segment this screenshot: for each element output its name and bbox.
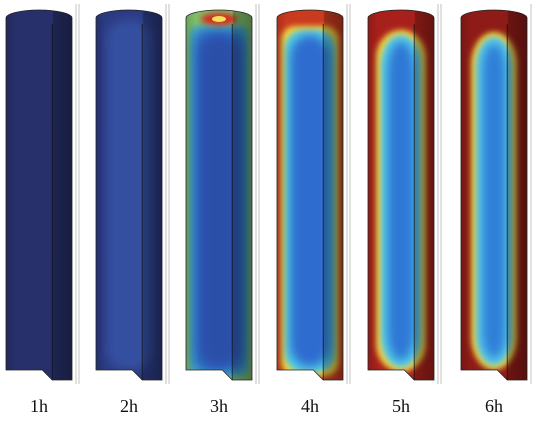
shading <box>186 10 252 380</box>
panel-label: 3h <box>210 396 228 416</box>
shading <box>368 10 434 380</box>
figure: 1h 2h 3h 4h 5h 6h <box>0 0 533 423</box>
panel-label: 4h <box>301 396 319 416</box>
shading <box>461 10 527 380</box>
cylinder <box>6 10 72 380</box>
shading <box>277 10 343 380</box>
panel-label: 2h <box>120 396 138 416</box>
shading <box>6 10 72 380</box>
panel-label: 5h <box>392 396 410 416</box>
cylinder <box>186 10 252 380</box>
cylinder <box>461 10 527 380</box>
panel-label: 1h <box>30 396 48 416</box>
panels: 1h 2h 3h 4h 5h 6h <box>6 4 533 416</box>
panel-label: 6h <box>485 396 503 416</box>
cylinder <box>96 10 162 380</box>
cylinder <box>277 10 343 380</box>
shading <box>96 10 162 380</box>
cylinder <box>368 10 434 380</box>
